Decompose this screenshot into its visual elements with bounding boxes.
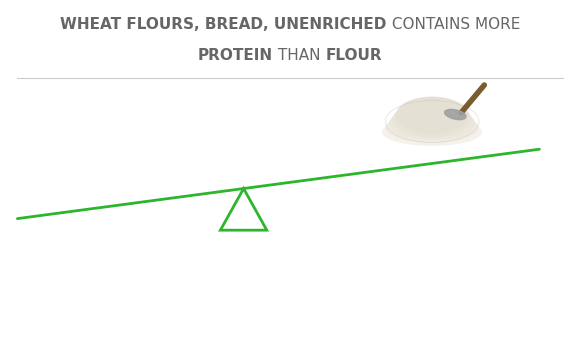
Text: WHEAT FLOURS, BREAD, UNENRICHED: WHEAT FLOURS, BREAD, UNENRICHED bbox=[60, 17, 386, 32]
Text: THAN: THAN bbox=[273, 48, 325, 63]
Ellipse shape bbox=[383, 119, 481, 145]
Ellipse shape bbox=[390, 108, 474, 139]
Ellipse shape bbox=[393, 103, 471, 136]
Text: CONTAINS MORE: CONTAINS MORE bbox=[386, 17, 520, 32]
Text: PROTEIN: PROTEIN bbox=[198, 48, 273, 63]
Text: FLOUR: FLOUR bbox=[325, 48, 382, 63]
Ellipse shape bbox=[397, 97, 467, 133]
Ellipse shape bbox=[445, 109, 466, 120]
Ellipse shape bbox=[386, 113, 478, 142]
